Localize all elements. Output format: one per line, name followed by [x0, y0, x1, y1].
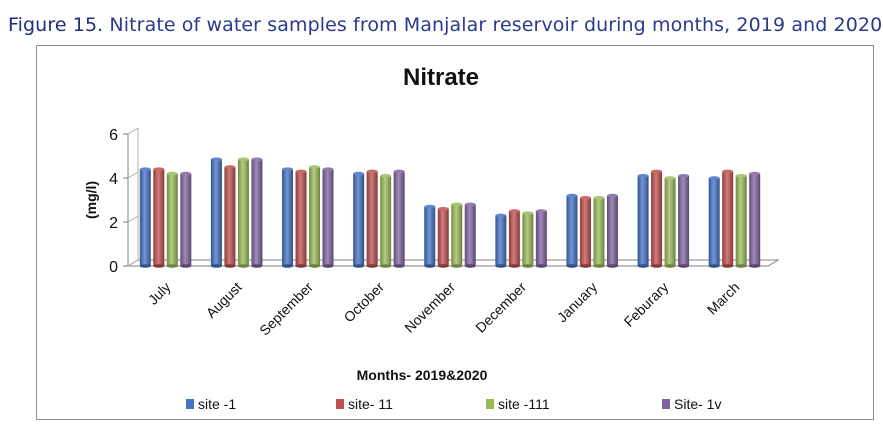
legend-item: site- 11: [336, 396, 393, 412]
bar: [651, 169, 663, 268]
bar: [282, 167, 294, 268]
bar: [180, 171, 192, 268]
legend-swatch: [186, 399, 194, 409]
bar: [522, 211, 534, 268]
bar: [251, 157, 263, 268]
y-tick-label: 0: [109, 259, 118, 276]
bar: [593, 196, 605, 268]
bar: [464, 202, 476, 268]
y-tick-label: 6: [109, 127, 118, 144]
bar: [535, 209, 547, 268]
bar: [380, 174, 392, 268]
bar: [424, 204, 436, 268]
legend-item: site -1: [186, 396, 236, 412]
bar: [678, 174, 690, 268]
bar: [637, 174, 649, 268]
bar: [237, 157, 249, 268]
bar: [664, 176, 676, 268]
figure-caption: Figure 15. Nitrate of water samples from…: [8, 14, 883, 36]
bar: [437, 207, 449, 268]
legend-label: site -1: [198, 396, 236, 412]
bar: [295, 169, 307, 268]
bar: [566, 193, 578, 268]
y-tick-depth: [127, 259, 139, 267]
y-tick-depth: [127, 215, 139, 223]
bar: [139, 167, 151, 268]
legend-swatch: [662, 399, 670, 409]
legend-label: site -111: [498, 396, 550, 412]
bar: [224, 165, 236, 268]
bar: [153, 167, 165, 268]
x-tick-label: December: [472, 279, 529, 336]
y-tick-label: 2: [109, 215, 118, 232]
figure-caption-text: Nitrate of water samples from Manjalar r…: [103, 14, 883, 36]
bar: [353, 171, 365, 268]
x-tick-label: November: [401, 279, 458, 336]
y-tick-depth: [127, 171, 139, 179]
legend-label: site- 11: [348, 396, 393, 412]
y-tick-label: 4: [109, 171, 118, 188]
figure-label: Figure 15.: [8, 14, 104, 36]
legend-swatch: [486, 399, 494, 409]
x-tick-label: March: [704, 279, 743, 318]
x-tick-label: August: [203, 279, 245, 321]
legend-label: Site- 1v: [674, 396, 721, 412]
y-tick-depth: [127, 127, 139, 135]
bar: [322, 167, 334, 268]
bar: [451, 202, 463, 268]
bar: [735, 174, 747, 268]
x-tick-label: September: [256, 279, 316, 339]
x-tick-label: January: [554, 279, 601, 326]
legend-swatch: [336, 399, 344, 409]
legend-item: site -111: [486, 396, 550, 412]
chart-title: Nitrate: [403, 64, 479, 91]
bar: [508, 209, 520, 268]
bar: [366, 169, 378, 268]
bar: [708, 176, 720, 268]
x-tick-label: Feburary: [621, 279, 672, 330]
x-tick-label: October: [340, 279, 387, 326]
bar: [606, 193, 618, 268]
bar: [495, 213, 507, 268]
bar: [393, 169, 405, 268]
x-axis-label: Months- 2019&2020: [357, 367, 488, 383]
bar: [749, 171, 761, 268]
bar: [722, 169, 734, 268]
bar: [210, 157, 222, 268]
legend-item: Site- 1v: [662, 396, 721, 412]
y-axis-label: (mg/l): [83, 181, 99, 219]
bar: [309, 165, 321, 268]
bar: [579, 196, 591, 268]
x-tick-label: July: [145, 279, 174, 308]
bar: [166, 171, 178, 268]
